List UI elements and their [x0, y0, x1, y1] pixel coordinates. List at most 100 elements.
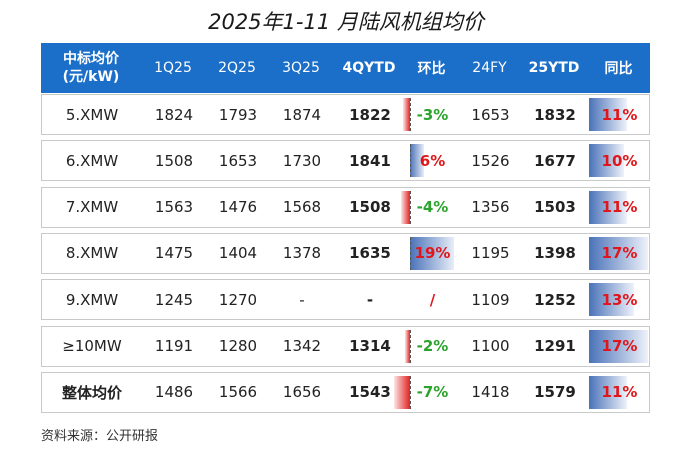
row-label: ≥10MW	[62, 337, 122, 355]
yoy-value: 10%	[601, 151, 638, 170]
mom-axis	[410, 190, 411, 224]
cell-24fy: 1100	[471, 337, 510, 355]
table-header: 中标均价 (元/kW) 1Q25 2Q25 3Q25 4QYTD 环比 24FY…	[41, 43, 650, 93]
row-label: 6.XMW	[65, 151, 119, 170]
cell-1q25: 1475	[154, 244, 194, 263]
table-row: 整体均价 1486 1566 1656 1543 -7% 1418 1579 11%	[41, 371, 651, 413]
header-4qytd: 4QYTD	[342, 60, 396, 76]
row-label: 5.XMW	[65, 105, 119, 124]
header-24fy: 24FY	[472, 60, 507, 76]
yoy-value: 17%	[601, 244, 638, 263]
yoy-bar	[589, 98, 628, 131]
cell-25ytd: 1291	[534, 337, 576, 355]
cell-1q25: 1245	[154, 290, 194, 309]
mom-bar	[403, 98, 410, 131]
cell-4qytd: 1543	[349, 383, 391, 402]
header-mom: 环比	[417, 61, 446, 77]
yoy-value: 11%	[601, 198, 638, 217]
cell-2q25: 1280	[218, 337, 258, 355]
cell-2q25: 1793	[218, 105, 258, 124]
yoy-value: 11%	[601, 383, 638, 402]
table-row: 8.XMW 1475 1404 1378 1635 19% 1195 1398 17%	[41, 232, 651, 274]
header-category-line2: (元/kW)	[62, 69, 120, 85]
cell-1q25: 1508	[154, 151, 194, 170]
mom-value: /	[429, 290, 436, 309]
cell-4qytd: -	[366, 290, 374, 309]
cell-yoy: 11%	[588, 373, 651, 412]
source-note: 资料来源：公开研报	[41, 429, 159, 444]
cell-24fy: 1653	[471, 105, 510, 124]
yoy-value: 11%	[601, 105, 638, 124]
mom-value: 19%	[414, 244, 451, 263]
cell-3q25: 1342	[282, 337, 322, 355]
cell-4qytd: 1314	[349, 337, 391, 355]
yoy-bar	[589, 236, 648, 270]
cell-24fy: 1195	[471, 244, 510, 263]
table-row: 5.XMW 1824 1793 1874 1822 -3% 1653 1832 11%	[41, 94, 650, 135]
header-category: 中标均价 (元/kW)	[41, 43, 141, 93]
cell-3q25: 1874	[282, 105, 322, 124]
cell-24fy: 1356	[471, 198, 510, 217]
cell-3q25: 1378	[282, 244, 322, 263]
cell-mom: 6%	[406, 141, 459, 180]
row-label: 7.XMW	[65, 198, 119, 217]
mom-value: -4%	[416, 198, 449, 217]
mom-value: -2%	[416, 337, 449, 355]
cell-25ytd: 1398	[534, 244, 576, 263]
mom-bar	[400, 190, 410, 224]
cell-1q25: 1824	[154, 105, 194, 124]
yoy-value: 13%	[601, 290, 638, 309]
cell-3q25: -	[299, 290, 305, 309]
cell-3q25: 1656	[282, 383, 322, 402]
cell-mom: -3%	[403, 95, 459, 134]
yoy-value: 17%	[601, 337, 638, 355]
chart-title: 2025年1-11 月陆风机组均价	[208, 10, 484, 34]
cell-yoy: 17%	[588, 234, 651, 273]
yoy-bar	[589, 375, 628, 409]
cell-2q25: 1653	[218, 151, 258, 170]
mom-bar	[410, 144, 424, 178]
cell-yoy: 17%	[588, 327, 651, 366]
header-25ytd: 25YTD	[528, 60, 580, 76]
cell-3q25: 1730	[282, 151, 322, 170]
header-yoy: 同比	[604, 61, 633, 77]
cell-25ytd: 1503	[534, 198, 576, 217]
yoy-bar	[589, 144, 624, 178]
mom-axis	[410, 329, 411, 363]
cell-2q25: 1476	[218, 198, 258, 217]
cell-24fy: 1418	[471, 383, 510, 402]
cell-mom: 19%	[406, 234, 459, 273]
mom-value: -7%	[416, 383, 449, 402]
table-row: 6.XMW 1508 1653 1730 1841 6% 1526 1677 10%	[41, 140, 651, 182]
cell-1q25: 1191	[154, 337, 194, 355]
mom-bar	[393, 375, 410, 409]
table-row: 9.XMW 1245 1270 - - / 1109 1252 13%	[41, 279, 651, 321]
cell-yoy: 11%	[588, 188, 651, 227]
row-label: 整体均价	[61, 383, 122, 402]
cell-25ytd: 1677	[534, 151, 576, 170]
cell-1q25: 1563	[154, 198, 194, 217]
cell-3q25: 1568	[282, 198, 322, 217]
row-label: 8.XMW	[65, 244, 119, 263]
mom-bar	[410, 236, 454, 270]
header-2q25: 2Q25	[218, 60, 256, 76]
cell-1q25: 1486	[154, 383, 194, 402]
yoy-bar	[589, 329, 648, 363]
cell-mom: -2%	[405, 327, 459, 366]
cell-4qytd: 1635	[349, 244, 391, 263]
cell-4qytd: 1822	[349, 105, 391, 124]
cell-2q25: 1404	[218, 244, 258, 263]
cell-yoy: 11%	[588, 95, 651, 134]
mom-value: -3%	[416, 105, 449, 124]
header-category-line1: 中标均价	[63, 51, 119, 67]
mom-axis	[410, 236, 411, 270]
cell-yoy: 10%	[588, 141, 651, 180]
cell-yoy: 13%	[588, 280, 651, 319]
table-row: 7.XMW 1563 1476 1568 1508 -4% 1356 1503 11%	[41, 186, 651, 228]
yoy-bar	[589, 190, 628, 224]
mom-axis	[410, 144, 411, 178]
cell-25ytd: 1252	[534, 290, 576, 309]
cell-mom: -4%	[400, 188, 459, 227]
cell-4qytd: 1841	[349, 151, 391, 170]
yoy-bar	[589, 283, 635, 317]
